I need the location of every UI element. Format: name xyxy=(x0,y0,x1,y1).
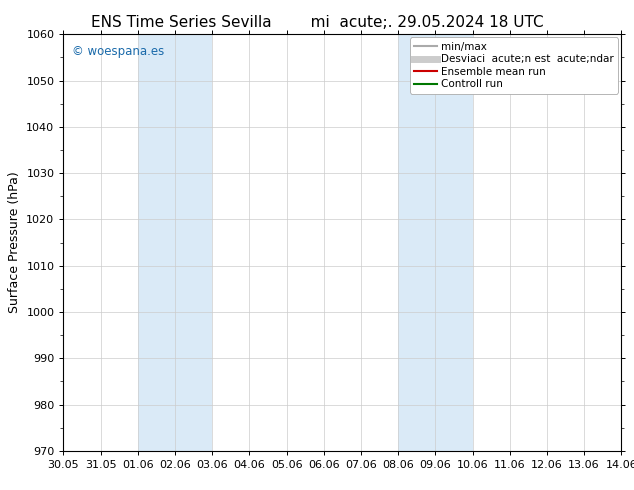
Bar xyxy=(138,34,212,451)
Text: ENS Time Series Sevilla        mi  acute;. 29.05.2024 18 UTC: ENS Time Series Sevilla mi acute;. 29.05… xyxy=(91,15,543,30)
Legend: min/max, Desviaci  acute;n est  acute;ndar, Ensemble mean run, Controll run: min/max, Desviaci acute;n est acute;ndar… xyxy=(410,37,618,94)
Text: © woespana.es: © woespana.es xyxy=(72,45,164,58)
Bar xyxy=(398,34,472,451)
Y-axis label: Surface Pressure (hPa): Surface Pressure (hPa) xyxy=(8,172,21,314)
